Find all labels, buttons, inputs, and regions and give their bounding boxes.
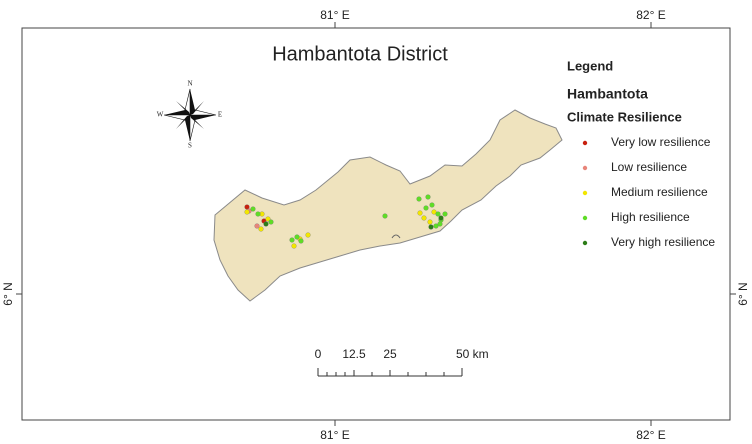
- legend-swatch: [582, 215, 588, 221]
- district-polygon: [213, 109, 563, 302]
- resilience-point: [268, 219, 274, 225]
- resilience-point: [416, 196, 422, 202]
- scale-bar: [317, 368, 463, 377]
- scale-label: 25: [383, 347, 397, 361]
- resilience-point: [437, 221, 443, 227]
- latitude-label: 6° N: [736, 282, 750, 305]
- points: [244, 194, 448, 249]
- legend-label: Medium resilience: [611, 185, 708, 199]
- legend-items: Very low resilience Low resilience Medium …: [582, 135, 715, 249]
- resilience-point: [294, 234, 300, 240]
- compass-e: E: [218, 111, 222, 119]
- resilience-point: [429, 202, 435, 208]
- compass: N S E W: [157, 80, 222, 150]
- resilience-point: [423, 205, 429, 211]
- resilience-point: [427, 219, 433, 225]
- resilience-point: [244, 209, 250, 215]
- resilience-point: [255, 211, 261, 217]
- lagoon-outline: [391, 234, 401, 239]
- longitude-label: 82° E: [636, 8, 665, 22]
- resilience-point: [438, 215, 444, 221]
- scale-label: 0: [315, 347, 322, 361]
- resilience-point: [258, 226, 264, 232]
- resilience-point: [425, 194, 431, 200]
- resilience-point: [431, 209, 437, 215]
- resilience-point: [263, 221, 269, 227]
- graticule-ticks: [16, 22, 736, 426]
- resilience-point: [305, 232, 311, 238]
- map-title: Hambantota District: [272, 43, 448, 65]
- resilience-point: [382, 213, 388, 219]
- scale-label: 50 km: [456, 347, 489, 361]
- resilience-point: [435, 211, 441, 217]
- resilience-point: [433, 223, 439, 229]
- legend-swatch: [582, 240, 588, 246]
- resilience-point: [417, 210, 423, 216]
- compass-s: S: [188, 142, 192, 150]
- latitude-label: 6° N: [1, 282, 15, 305]
- legend-swatch: [582, 140, 588, 146]
- legend-label: Low resilience: [611, 160, 687, 174]
- resilience-point: [428, 224, 434, 230]
- resilience-point: [421, 215, 427, 221]
- longitude-label: 81° E: [320, 428, 349, 442]
- legend-layer: Hambantota: [567, 86, 648, 102]
- resilience-point: [250, 206, 256, 212]
- compass-n: N: [187, 80, 192, 88]
- legend-label: Very low resilience: [611, 135, 711, 149]
- resilience-point: [289, 237, 295, 243]
- longitude-label: 81° E: [320, 8, 349, 22]
- compass-w: W: [157, 111, 164, 119]
- longitude-label: 82° E: [636, 428, 665, 442]
- resilience-point: [291, 243, 297, 249]
- legend-heading: Legend: [567, 58, 613, 73]
- legend-label: High resilience: [611, 210, 690, 224]
- legend-swatch: [582, 165, 588, 171]
- legend-label: Very high resilience: [611, 235, 715, 249]
- resilience-point: [254, 223, 260, 229]
- resilience-point: [298, 238, 304, 244]
- resilience-point: [442, 211, 448, 217]
- resilience-point: [244, 204, 250, 210]
- legend-swatch: [582, 190, 588, 196]
- legend-field: Climate Resilience: [567, 109, 682, 124]
- scale-label: 12.5: [342, 347, 366, 361]
